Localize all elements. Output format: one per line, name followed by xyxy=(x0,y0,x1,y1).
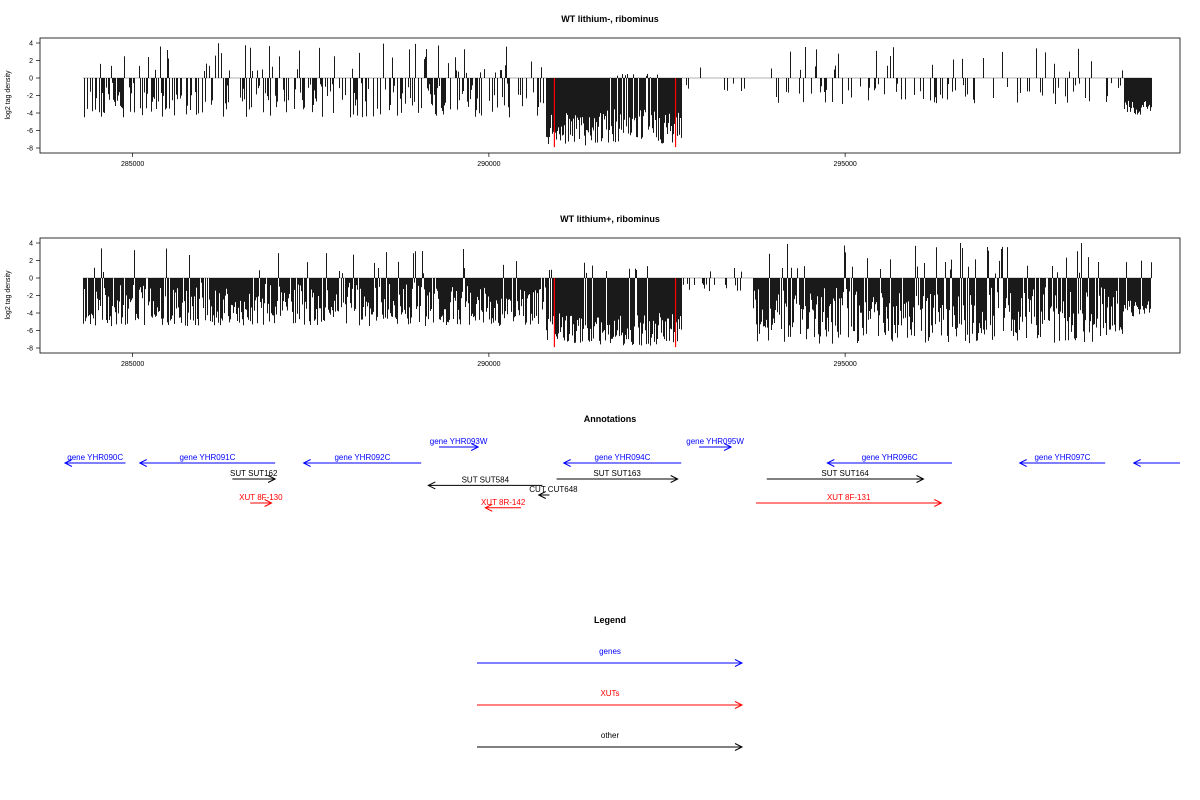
annotation-arrow xyxy=(484,503,521,512)
panel1-frame xyxy=(39,37,1181,154)
annotation-label: gene YHR092C xyxy=(334,453,390,462)
panel2-ylabel: log2 tag density xyxy=(5,270,12,320)
y-tick-label: -4 xyxy=(27,111,33,118)
annotation-label: SUT SUT163 xyxy=(593,469,641,478)
x-tick-label: 295000 xyxy=(833,361,856,368)
y-tick-label: -2 xyxy=(27,93,33,100)
annotation-features: gene YHR090C gene YHR091C gene YHR092C gene… xyxy=(63,437,1180,512)
legend-arrow-gene xyxy=(477,659,744,667)
x-tick-label: 290000 xyxy=(477,161,500,168)
legend-label: XUTs xyxy=(600,689,619,698)
x-tick-label: 295000 xyxy=(833,161,856,168)
y-tick-label: 0 xyxy=(29,276,33,283)
panel2-bars xyxy=(82,243,1152,348)
annotations-panel: Annotations gene YHR090C gene YHR091C gene… xyxy=(63,414,1180,512)
legend-panel: Legend genes XUTs other xyxy=(477,615,744,751)
y-tick-label: 4 xyxy=(29,241,33,248)
legend-label: genes xyxy=(599,647,621,656)
annotations-title: Annotations xyxy=(584,414,637,424)
annotation-arrow xyxy=(232,475,277,483)
annotation-arrow xyxy=(556,475,679,483)
annotation-arrow xyxy=(699,443,733,451)
y-tick-label: 2 xyxy=(29,258,33,265)
annotation-label: gene YHR094C xyxy=(595,453,651,462)
x-tick-label: 290000 xyxy=(477,361,500,368)
annotation-label: XUT 8R-142 xyxy=(481,498,526,507)
annotation-arrow xyxy=(302,459,422,467)
annotation-label: gene YHR090C xyxy=(67,453,123,462)
annotation-label: SUT SUT584 xyxy=(462,475,510,484)
annotation-arrow xyxy=(427,481,543,490)
panel2-frame xyxy=(39,237,1181,354)
legend-label: other xyxy=(601,731,620,740)
legend-items: genes XUTs other xyxy=(477,647,744,751)
annotation-label: gene YHR091C xyxy=(179,453,235,462)
annotation-arrow xyxy=(1018,459,1106,467)
panel1-axes: 4 2 0 -2 -4 -6 -8 285000 290000 295000 xyxy=(27,41,857,169)
y-tick-label: 4 xyxy=(29,41,33,48)
annotation-arrow xyxy=(439,443,480,451)
annotation-label: SUT SUT162 xyxy=(230,469,278,478)
annotation-label: gene YHR096C xyxy=(862,453,918,462)
y-tick-label: -2 xyxy=(27,293,33,300)
annotation-arrow xyxy=(562,459,682,467)
annotation-label: XUT 8F-131 xyxy=(827,493,871,502)
legend-title: Legend xyxy=(594,615,626,625)
annotation-arrow xyxy=(766,475,925,483)
panel2-axes: 4 2 0 -2 -4 -6 -8 285000 290000 295000 xyxy=(27,241,857,369)
y-tick-label: 2 xyxy=(29,58,33,65)
panel1-title: WT lithium-, ribominus xyxy=(561,14,659,24)
annotation-label: gene YHR093W xyxy=(430,437,488,446)
annotation-label: SUT SUT164 xyxy=(821,469,869,478)
panel1-ylabel: log2 tag density xyxy=(5,70,12,120)
y-tick-label: -8 xyxy=(27,146,33,153)
y-tick-label: -6 xyxy=(27,328,33,335)
panel-lithium-minus: WT lithium-, ribominus log2 tag density … xyxy=(5,14,1181,169)
legend-arrow-xut xyxy=(477,701,744,709)
y-tick-label: 0 xyxy=(29,76,33,83)
panel-lithium-plus: WT lithium+, ribominus log2 tag density … xyxy=(5,214,1181,369)
y-tick-label: -6 xyxy=(27,128,33,135)
panel2-title: WT lithium+, ribominus xyxy=(560,214,660,224)
annotation-label: XUT 8F-130 xyxy=(239,493,283,502)
annotation-arrow xyxy=(250,499,273,507)
legend-arrow-other xyxy=(477,743,744,751)
annotation-arrow xyxy=(63,459,126,467)
annotation-arrow xyxy=(537,491,550,499)
annotation-arrow xyxy=(826,459,952,467)
x-tick-label: 285000 xyxy=(121,361,144,368)
x-tick-label: 285000 xyxy=(121,161,144,168)
annotation-label: gene YHR097C xyxy=(1034,453,1090,462)
panel1-bars xyxy=(82,43,1152,148)
y-tick-label: -8 xyxy=(27,346,33,353)
annotation-arrow xyxy=(756,499,943,507)
annotation-arrow xyxy=(138,459,276,467)
annotation-label: gene YHR095W xyxy=(686,437,744,446)
annotation-label: CUT CUT648 xyxy=(529,485,578,494)
annotation-arrow xyxy=(1132,459,1180,467)
y-tick-label: -4 xyxy=(27,311,33,318)
